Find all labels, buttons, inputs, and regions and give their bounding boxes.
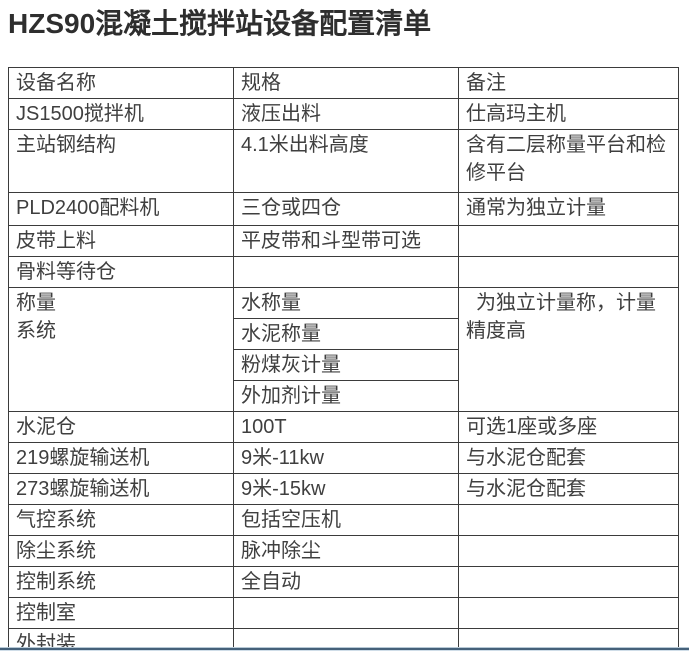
cell-spec: 水称量 (233, 287, 459, 319)
cell-note (458, 504, 679, 536)
cell-name: 273螺旋输送机 (8, 473, 234, 505)
cell-name: 主站钢结构 (8, 129, 234, 193)
cell-spec: 100T (233, 411, 459, 443)
column-header-note: 备注 (458, 67, 679, 99)
cell-spec: 脉冲除尘 (233, 535, 459, 567)
cell-note: 仕高玛主机 (458, 98, 679, 130)
table-row-pld2400: PLD2400配料机 三仓或四仓 通常为独立计量 (8, 192, 679, 226)
cell-note (458, 256, 679, 288)
cell-spec: 外加剂计量 (233, 380, 459, 412)
cell-note (458, 597, 679, 629)
cell-weighing-name: 称量 系统 (8, 287, 234, 412)
cell-name: JS1500搅拌机 (8, 98, 234, 130)
cell-weighing-note: 为独立计量称，计量精度高 (458, 287, 679, 412)
cell-name: 控制室 (8, 597, 234, 629)
cell-name: 219螺旋输送机 (8, 442, 234, 474)
cell-name: PLD2400配料机 (8, 192, 234, 226)
equipment-config-table: 设备名称 规格 备注 JS1500搅拌机 液压出料 仕高玛主机 主站钢结构 4.… (8, 67, 679, 654)
cell-spec (233, 597, 459, 629)
bottom-divider (0, 647, 689, 654)
table-row-control-room: 控制室 (8, 597, 679, 629)
table-row-control-system: 控制系统 全自动 (8, 566, 679, 598)
cell-note: 与水泥仓配套 (458, 473, 679, 505)
cell-note (458, 535, 679, 567)
table-row-cement-silo: 水泥仓 100T 可选1座或多座 (8, 411, 679, 443)
column-header-name: 设备名称 (8, 67, 234, 99)
cell-name: 控制系统 (8, 566, 234, 598)
cell-spec: 粉煤灰计量 (233, 349, 459, 381)
table-row-pneumatic: 气控系统 包括空压机 (8, 504, 679, 536)
table-row-js1500: JS1500搅拌机 液压出料 仕高玛主机 (8, 98, 679, 130)
cell-spec: 液压出料 (233, 98, 459, 130)
cell-spec: 9米-11kw (233, 442, 459, 474)
cell-spec: 水泥称量 (233, 318, 459, 350)
cell-spec: 平皮带和斗型带可选 (233, 225, 459, 257)
table-row-main-steel: 主站钢结构 4.1米出料高度 含有二层称量平台和检修平台 (8, 129, 679, 193)
table-row-weighing-cement: 水泥称量 (9, 318, 679, 350)
cell-name: 除尘系统 (8, 535, 234, 567)
table-header-row: 设备名称 规格 备注 (8, 67, 679, 99)
cell-name: 气控系统 (8, 504, 234, 536)
cell-name: 骨料等待仓 (8, 256, 234, 288)
table-row-aggregate-bin: 骨料等待仓 (8, 256, 679, 288)
table-row-dust-removal: 除尘系统 脉冲除尘 (8, 535, 679, 567)
cell-spec: 三仓或四仓 (233, 192, 459, 226)
page-title: HZS90混凝土搅拌站设备配置清单 (8, 8, 432, 39)
cell-spec: 全自动 (233, 566, 459, 598)
cell-spec (233, 256, 459, 288)
cell-note: 与水泥仓配套 (458, 442, 679, 474)
table-row-weighing-flyash: 粉煤灰计量 (9, 349, 679, 381)
cell-name: 皮带上料 (8, 225, 234, 257)
cell-spec: 9米-15kw (233, 473, 459, 505)
cell-note: 通常为独立计量 (458, 192, 679, 226)
table-row-belt-feed: 皮带上料 平皮带和斗型带可选 (8, 225, 679, 257)
cell-note: 可选1座或多座 (458, 411, 679, 443)
cell-spec: 4.1米出料高度 (233, 129, 459, 193)
cell-spec: 包括空压机 (233, 504, 459, 536)
table-row-weighing-water: 称量 系统 水称量 为独立计量称，计量精度高 (8, 287, 679, 412)
cell-note: 含有二层称量平台和检修平台 (458, 129, 679, 193)
cell-note (458, 566, 679, 598)
column-header-spec: 规格 (233, 67, 459, 99)
table-row-screw-273: 273螺旋输送机 9米-15kw 与水泥仓配套 (8, 473, 679, 505)
cell-name: 水泥仓 (8, 411, 234, 443)
cell-note (458, 225, 679, 257)
table-row-screw-219: 219螺旋输送机 9米-11kw 与水泥仓配套 (8, 442, 679, 474)
